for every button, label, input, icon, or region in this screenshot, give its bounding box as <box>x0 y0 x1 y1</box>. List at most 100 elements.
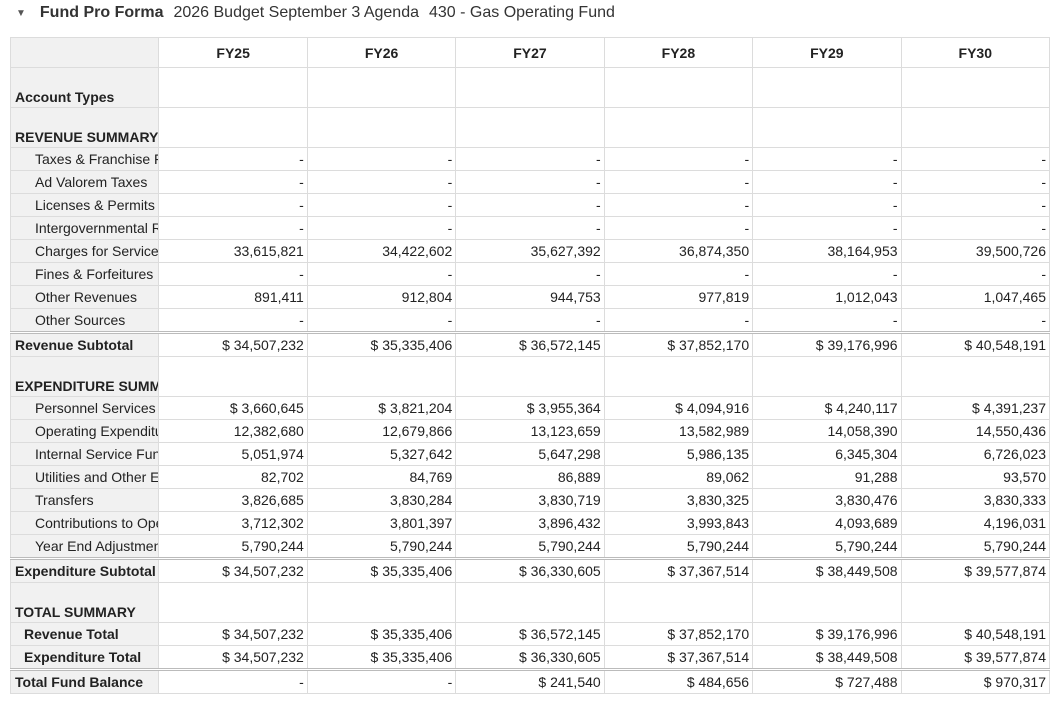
value-cell[interactable] <box>455 582 605 623</box>
value-cell[interactable]: 4,093,689 <box>752 511 902 535</box>
value-cell[interactable] <box>603 107 754 148</box>
value-cell[interactable]: 12,679,866 <box>306 419 457 443</box>
value-cell[interactable]: 912,804 <box>306 285 457 309</box>
value-cell[interactable]: 891,411 <box>158 285 308 309</box>
value-cell[interactable]: 38,164,953 <box>752 239 902 263</box>
value-cell[interactable]: - <box>603 170 754 194</box>
value-cell[interactable] <box>158 356 308 397</box>
value-cell[interactable] <box>900 67 1051 108</box>
value-cell[interactable]: 5,790,244 <box>603 534 754 559</box>
value-cell[interactable]: $ 38,449,508 <box>752 645 902 670</box>
value-cell[interactable]: - <box>900 147 1051 171</box>
value-cell[interactable]: - <box>455 170 605 194</box>
value-cell[interactable] <box>900 107 1051 148</box>
value-cell[interactable]: - <box>306 193 457 217</box>
value-cell[interactable] <box>306 67 457 108</box>
value-cell[interactable]: $ 40,548,191 <box>900 622 1051 646</box>
value-cell[interactable]: $ 34,507,232 <box>158 622 308 646</box>
value-cell[interactable]: $ 36,330,605 <box>455 557 605 583</box>
value-cell[interactable]: - <box>752 193 902 217</box>
value-cell[interactable]: $ 39,176,996 <box>752 622 902 646</box>
value-cell[interactable]: 84,769 <box>306 465 457 489</box>
value-cell[interactable]: 89,062 <box>603 465 754 489</box>
value-cell[interactable]: $ 36,572,145 <box>455 622 605 646</box>
value-cell[interactable]: $ 37,852,170 <box>603 331 754 357</box>
value-cell[interactable]: 3,830,284 <box>306 488 457 512</box>
collapse-caret-icon[interactable]: ▼ <box>16 7 26 19</box>
value-cell[interactable]: - <box>603 308 754 333</box>
value-cell[interactable] <box>603 67 754 108</box>
value-cell[interactable]: - <box>752 262 902 286</box>
value-cell[interactable]: 91,288 <box>752 465 902 489</box>
value-cell[interactable]: 1,012,043 <box>752 285 902 309</box>
value-cell[interactable]: - <box>306 262 457 286</box>
value-cell[interactable] <box>603 356 754 397</box>
value-cell[interactable]: 82,702 <box>158 465 308 489</box>
value-cell[interactable] <box>455 107 605 148</box>
value-cell[interactable]: 944,753 <box>455 285 605 309</box>
value-cell[interactable]: - <box>603 147 754 171</box>
value-cell[interactable] <box>306 582 457 623</box>
value-cell[interactable]: - <box>900 262 1051 286</box>
value-cell[interactable]: 1,047,465 <box>900 285 1051 309</box>
value-cell[interactable]: $ 37,367,514 <box>603 645 754 670</box>
value-cell[interactable]: - <box>158 193 308 217</box>
value-cell[interactable]: - <box>158 668 308 694</box>
value-cell[interactable]: - <box>158 262 308 286</box>
value-cell[interactable]: $ 35,335,406 <box>306 622 457 646</box>
value-cell[interactable] <box>603 582 754 623</box>
value-cell[interactable]: 34,422,602 <box>306 239 457 263</box>
value-cell[interactable]: 5,051,974 <box>158 442 308 466</box>
value-cell[interactable]: - <box>455 262 605 286</box>
value-cell[interactable]: 14,058,390 <box>752 419 902 443</box>
value-cell[interactable]: - <box>455 308 605 333</box>
value-cell[interactable]: - <box>752 308 902 333</box>
value-cell[interactable] <box>752 356 902 397</box>
value-cell[interactable]: - <box>900 193 1051 217</box>
value-cell[interactable]: 4,196,031 <box>900 511 1051 535</box>
value-cell[interactable] <box>158 67 308 108</box>
value-cell[interactable]: - <box>752 170 902 194</box>
value-cell[interactable]: $ 38,449,508 <box>752 557 902 583</box>
value-cell[interactable]: - <box>603 193 754 217</box>
value-cell[interactable]: 5,986,135 <box>603 442 754 466</box>
value-cell[interactable]: $ 3,955,364 <box>455 396 605 420</box>
value-cell[interactable] <box>455 67 605 108</box>
value-cell[interactable]: 13,582,989 <box>603 419 754 443</box>
value-cell[interactable]: 3,826,685 <box>158 488 308 512</box>
value-cell[interactable]: $ 34,507,232 <box>158 557 308 583</box>
value-cell[interactable]: - <box>158 216 308 240</box>
value-cell[interactable] <box>455 356 605 397</box>
value-cell[interactable]: - <box>900 216 1051 240</box>
value-cell[interactable]: $ 727,488 <box>752 668 902 694</box>
value-cell[interactable]: $ 39,577,874 <box>900 557 1051 583</box>
value-cell[interactable]: 5,647,298 <box>455 442 605 466</box>
value-cell[interactable]: 5,790,244 <box>455 534 605 559</box>
value-cell[interactable]: 39,500,726 <box>900 239 1051 263</box>
value-cell[interactable]: - <box>603 262 754 286</box>
value-cell[interactable]: - <box>455 193 605 217</box>
value-cell[interactable]: 3,830,719 <box>455 488 605 512</box>
value-cell[interactable] <box>752 582 902 623</box>
value-cell[interactable]: $ 37,852,170 <box>603 622 754 646</box>
value-cell[interactable]: 93,570 <box>900 465 1051 489</box>
value-cell[interactable]: - <box>158 147 308 171</box>
value-cell[interactable]: $ 35,335,406 <box>306 557 457 583</box>
value-cell[interactable]: $ 34,507,232 <box>158 331 308 357</box>
value-cell[interactable]: 3,801,397 <box>306 511 457 535</box>
value-cell[interactable]: $ 970,317 <box>900 668 1051 694</box>
value-cell[interactable]: 3,830,325 <box>603 488 754 512</box>
value-cell[interactable]: $ 34,507,232 <box>158 645 308 670</box>
value-cell[interactable] <box>158 107 308 148</box>
value-cell[interactable]: - <box>306 147 457 171</box>
value-cell[interactable]: 86,889 <box>455 465 605 489</box>
value-cell[interactable]: $ 40,548,191 <box>900 331 1051 357</box>
value-cell[interactable]: $ 39,577,874 <box>900 645 1051 670</box>
value-cell[interactable]: - <box>900 170 1051 194</box>
value-cell[interactable] <box>900 356 1051 397</box>
value-cell[interactable] <box>306 107 457 148</box>
value-cell[interactable]: $ 484,656 <box>603 668 754 694</box>
value-cell[interactable]: - <box>455 147 605 171</box>
value-cell[interactable] <box>752 67 902 108</box>
value-cell[interactable]: 3,896,432 <box>455 511 605 535</box>
